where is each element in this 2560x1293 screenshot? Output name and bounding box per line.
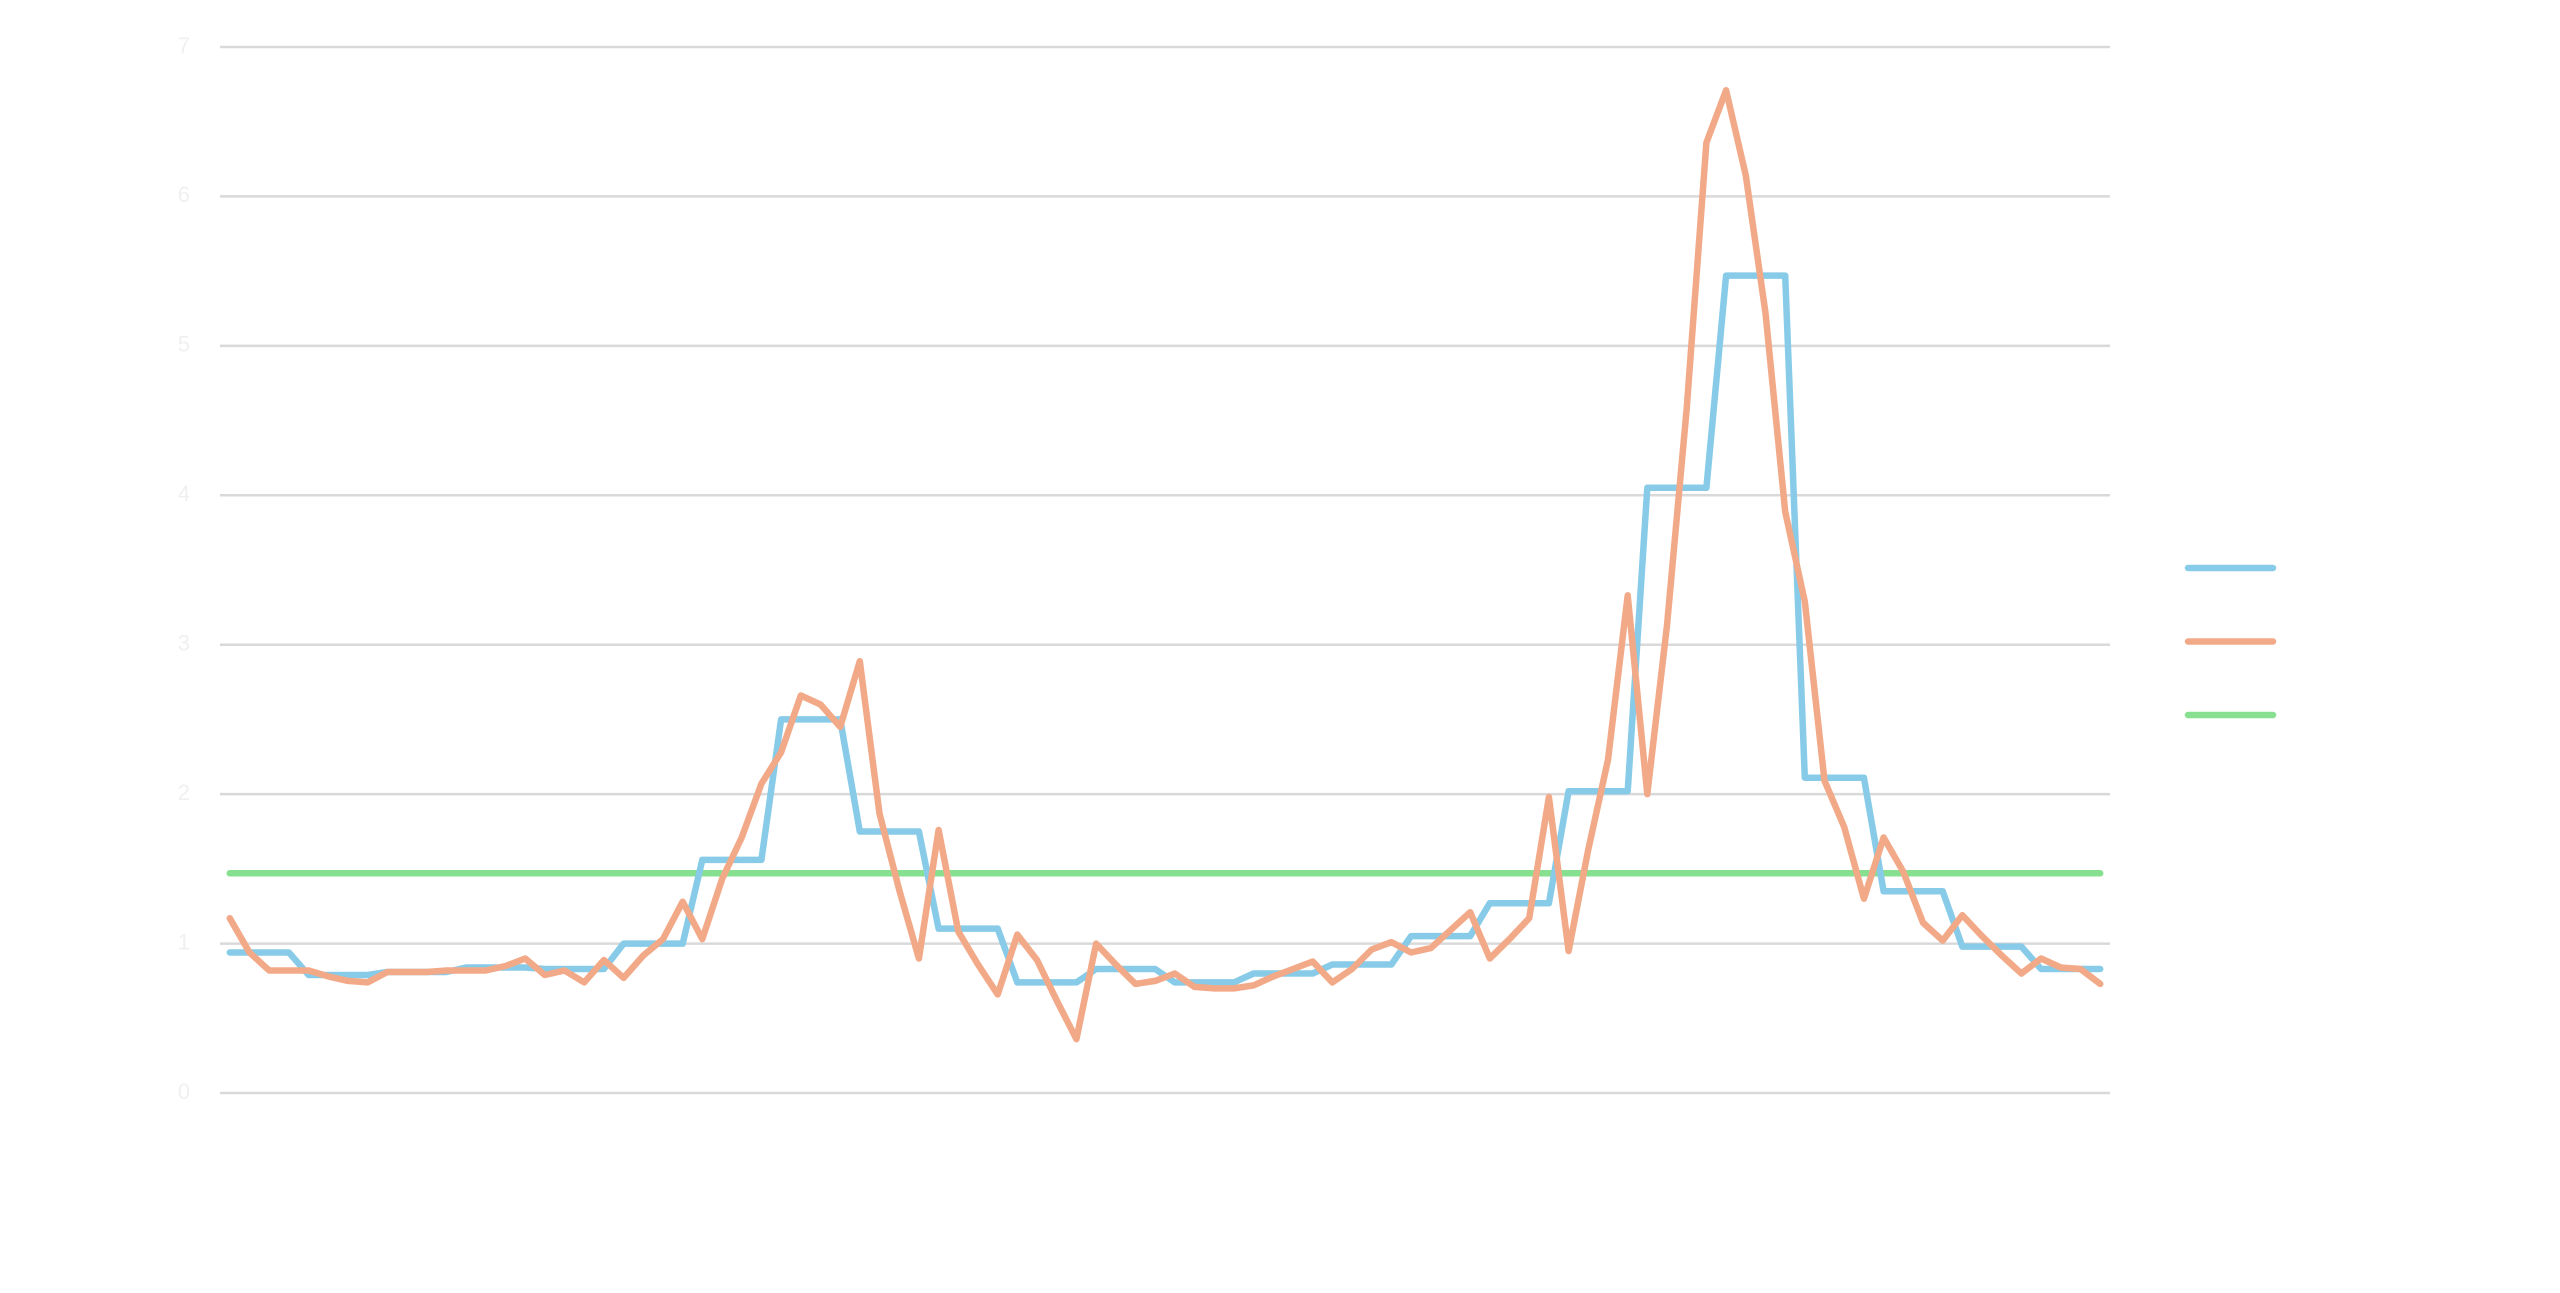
y-tick-label: 2 (178, 780, 190, 805)
y-tick-label: 4 (178, 481, 190, 506)
y-tick-label: 0 (178, 1079, 190, 1104)
y-tick-label: 7 (178, 33, 190, 58)
y-tick-label: 1 (178, 929, 190, 954)
y-tick-label: 5 (178, 332, 190, 357)
y-tick-label: 6 (178, 182, 190, 207)
series-line (226, 87, 2104, 1043)
y-tick-label: 3 (178, 631, 190, 656)
